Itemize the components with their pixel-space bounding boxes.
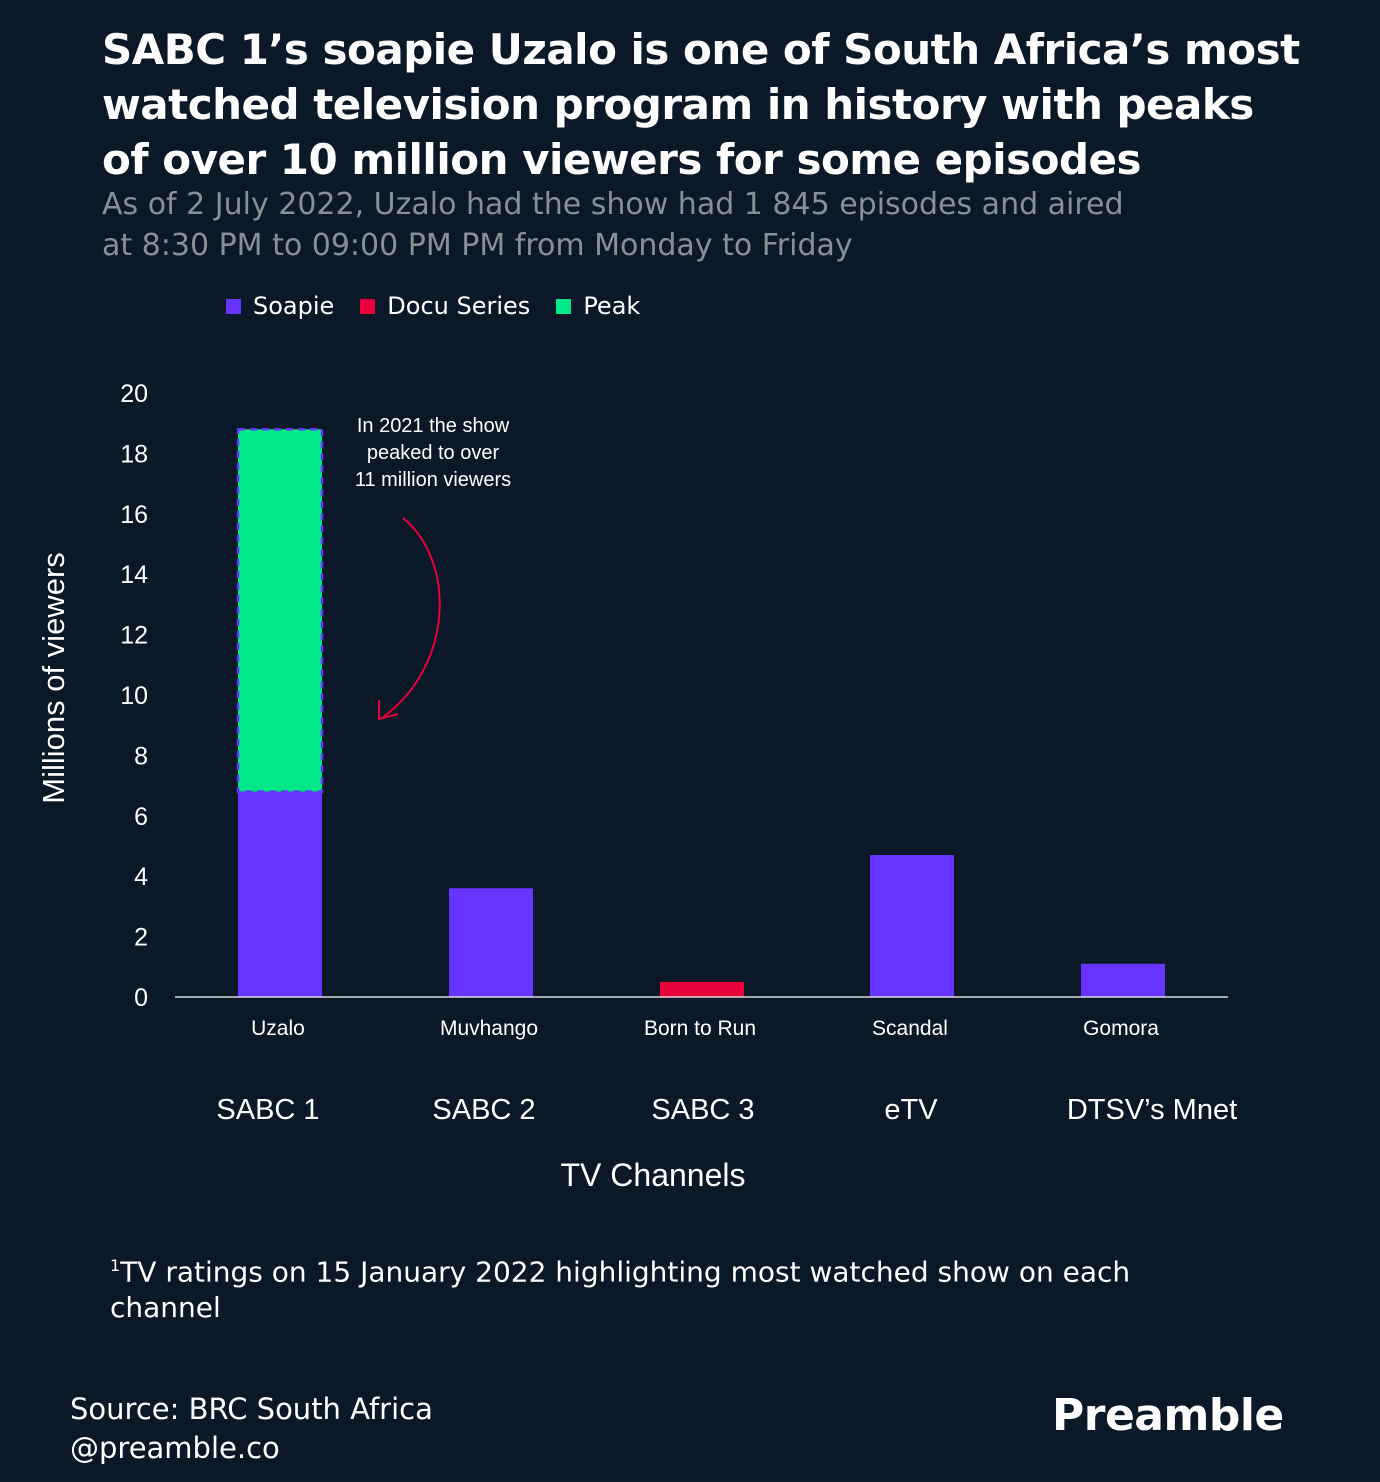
annotation-arrow (381, 517, 441, 719)
bar-soapie-gomora (1081, 963, 1165, 997)
channel-label: DTSV’s Mnet (1067, 1094, 1237, 1126)
y-axis: 0 2 4 6 8 10 12 14 16 18 20 (120, 380, 148, 1012)
y-tick-label: 12 (120, 622, 148, 650)
y-tick-label: 0 (134, 984, 148, 1012)
footnote: 1TV ratings on 15 January 2022 highlight… (110, 1248, 1210, 1326)
footnote-marker: 1 (110, 1256, 121, 1275)
y-tick-label: 18 (120, 440, 148, 468)
x-tick-label: Muvhango (440, 1017, 538, 1040)
x-tick-label: Uzalo (251, 1017, 305, 1040)
bar-docu-series-born-to-run (660, 981, 744, 997)
legend-swatch-soapie (226, 298, 241, 314)
annotation-text: 11 million viewers (355, 469, 511, 491)
footnote-text: TV ratings on 15 January 2022 highlighti… (110, 1255, 1131, 1325)
x-tick-label: Scandal (872, 1017, 948, 1040)
y-tick-label: 4 (134, 863, 148, 891)
legend-swatch-peak (556, 298, 572, 314)
x-tick-label: Gomora (1083, 1017, 1159, 1040)
legend: Soapie Docu Series Peak (226, 292, 640, 320)
bar-soapie-muvhango (449, 888, 533, 997)
bar-chart: 0 2 4 6 8 10 12 14 16 18 20 Uzalo Muvhango Born to R… (36, 380, 1237, 1193)
y-tick-label: 8 (134, 742, 148, 770)
y-tick-label: 2 (134, 924, 148, 952)
x-axis-title: TV Channels (561, 1157, 746, 1193)
peak-annotation: In 2021 the show peaked to over 11 million… (355, 415, 511, 721)
y-tick-label: 20 (120, 380, 148, 408)
channel-label: SABC 2 (432, 1094, 535, 1126)
chart-subtitle: As of 2 July 2022, Uzalo had the show ha… (102, 187, 1124, 263)
channel-label: eTV (884, 1094, 938, 1126)
bar-soapie-uzalo (238, 791, 322, 997)
legend-swatch-docu-series (360, 298, 376, 314)
x-tick-label: Born to Run (644, 1017, 756, 1040)
y-tick-label: 16 (120, 501, 148, 529)
legend-label-soapie: Soapie (253, 292, 335, 320)
source-text: Source: BRC South Africa (70, 1392, 433, 1426)
source-block: Source: BRC South Africa @preamble.co (70, 1390, 433, 1468)
y-tick-label: 14 (120, 561, 148, 589)
legend-item-docu-series: Docu Series (360, 292, 530, 320)
y-tick-label: 6 (134, 803, 148, 831)
bar-peak-uzalo (236, 427, 324, 793)
bar-group (236, 427, 1165, 997)
y-tick-label: 10 (120, 682, 148, 710)
channel-label: SABC 1 (216, 1094, 319, 1126)
x-axis-labels: Uzalo Muvhango Born to Run Scandal Gomora SAB… (216, 1017, 1237, 1126)
annotation-text: peaked to over (367, 442, 500, 464)
legend-item-soapie: Soapie (226, 292, 334, 320)
social-handle: @preamble.co (70, 1431, 280, 1465)
y-axis-title: Millions of viewers (36, 552, 71, 804)
channel-label: SABC 3 (651, 1094, 754, 1126)
annotation-text: In 2021 the show (357, 415, 510, 437)
annotation-arrowhead (378, 700, 399, 721)
legend-item-peak: Peak (556, 292, 640, 320)
legend-label-docu-series: Docu Series (387, 292, 531, 320)
bar-soapie-scandal (870, 855, 954, 997)
legend-label-peak: Peak (583, 292, 641, 320)
chart-title: SABC 1’s soapie Uzalo is one of South Af… (102, 25, 1300, 184)
brand-logo-text: Preamble (1052, 1390, 1284, 1441)
